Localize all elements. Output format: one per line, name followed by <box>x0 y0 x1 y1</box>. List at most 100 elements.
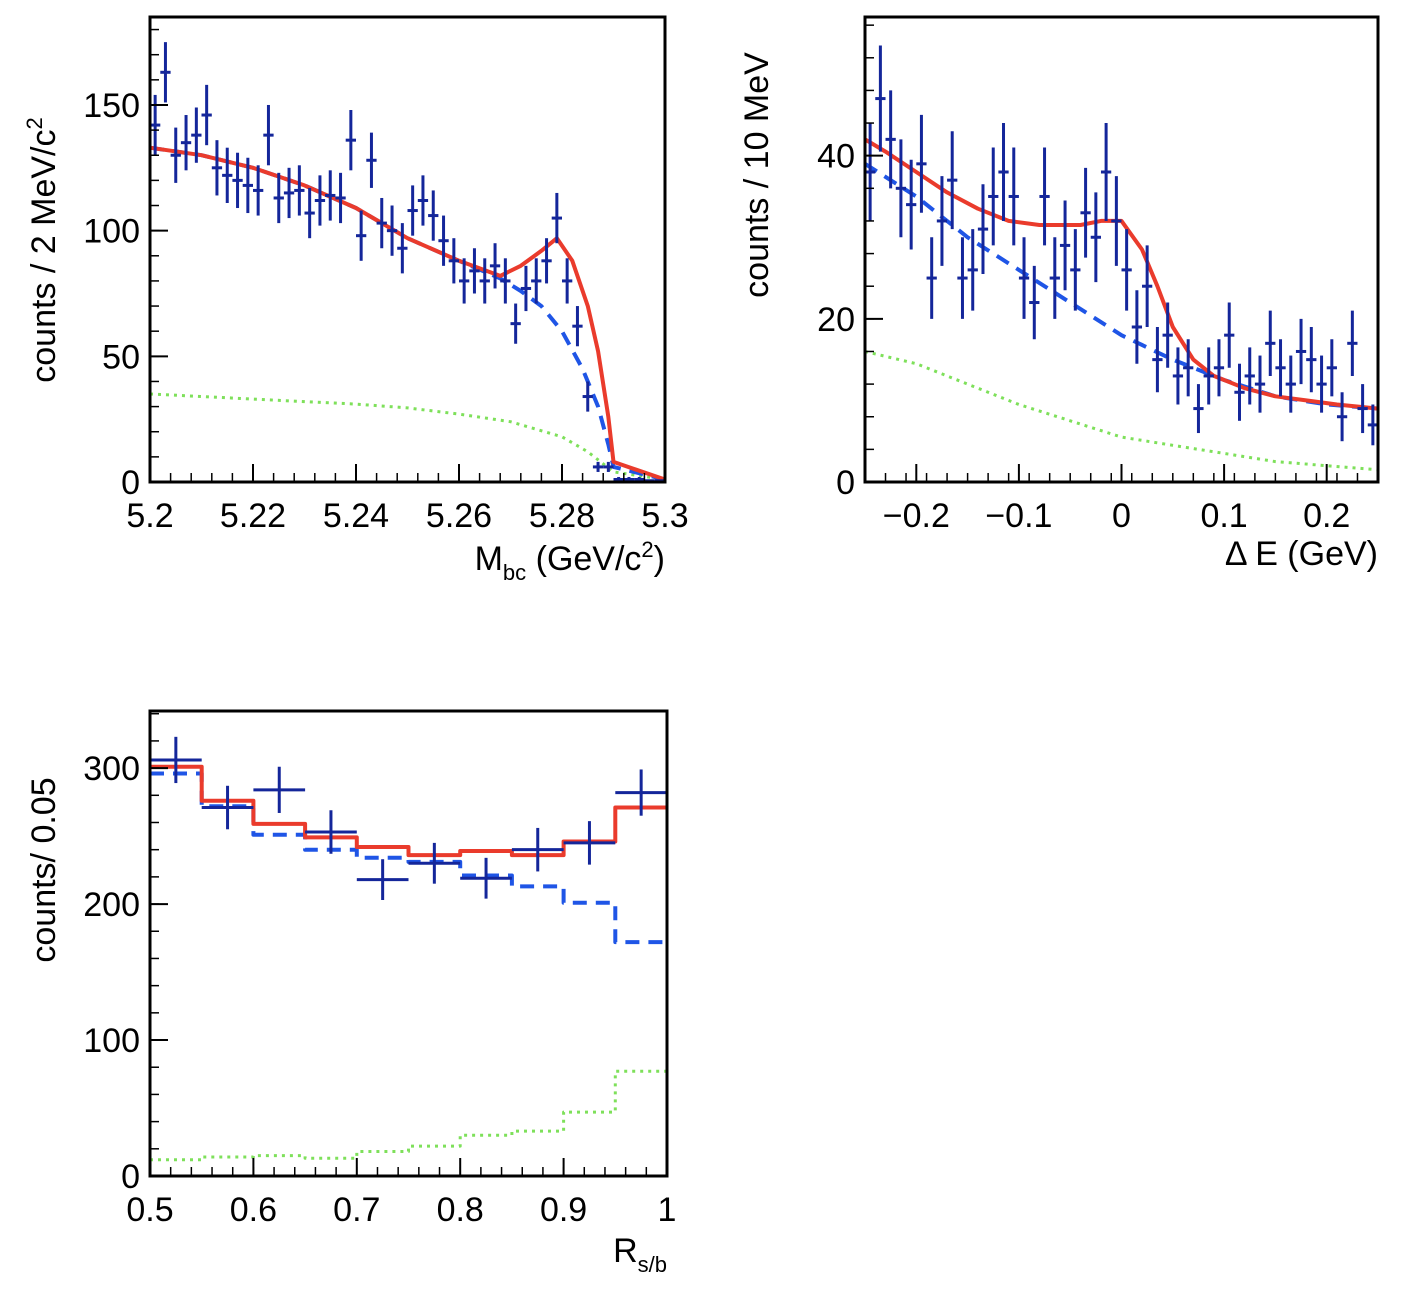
mbc-background-fit-line <box>149 145 666 482</box>
mbc-data-point <box>366 132 377 188</box>
mbc-data-point <box>325 170 336 221</box>
de-data-point <box>1203 347 1214 405</box>
mbc-data-point <box>201 84 212 146</box>
mbc-y-axis-label-sup: 2 <box>22 117 47 129</box>
de-data-point <box>885 90 896 189</box>
rsb-x-tick-label: 0.7 <box>333 1191 380 1229</box>
de-data-point <box>967 229 978 311</box>
mbc-data-point <box>263 104 274 166</box>
mbc-data-point <box>603 461 614 472</box>
mbc-x-axis-label-sub: bc <box>503 560 526 585</box>
de-plot-frame <box>863 15 1380 484</box>
panel-mbc: 5.2 5.22 5.24 5.26 5.28 5.3 0 50 100 150 counts /… <box>22 15 689 585</box>
de-data-point <box>1265 310 1276 376</box>
mbc-x-tick-label: 5.22 <box>220 497 286 535</box>
de-data-point <box>1070 229 1081 311</box>
de-x-tick-label: 0.1 <box>1200 497 1247 535</box>
rsb-x-axis-label-sub: s/b <box>638 1252 667 1277</box>
de-data-point <box>1162 302 1173 368</box>
de-x-tick-label: −0.1 <box>985 497 1052 535</box>
de-data-point <box>1111 176 1122 266</box>
mbc-data-point <box>160 42 171 103</box>
de-data-point <box>926 237 937 319</box>
de-data-point <box>1008 147 1019 246</box>
rsb-data-point <box>460 857 512 899</box>
mbc-fit-curves <box>149 145 666 482</box>
de-data-point <box>1295 318 1307 385</box>
de-data-point <box>1244 347 1255 405</box>
rsb-y-tick-label: 100 <box>83 1022 140 1060</box>
mbc-y-tick-label: 100 <box>83 213 140 251</box>
de-data-point <box>1049 237 1060 319</box>
mbc-data-point <box>273 172 284 224</box>
de-x-tick-label: 0 <box>1112 497 1131 535</box>
mbc-data-point <box>541 238 552 284</box>
de-x-axis-label: Δ E (GeV) <box>1225 535 1378 573</box>
de-data-point <box>1018 237 1030 319</box>
rsb-secondary-component-line <box>150 1069 667 1162</box>
mbc-data-point <box>242 157 253 214</box>
mbc-data-point <box>438 215 449 266</box>
de-data-point <box>1316 355 1327 413</box>
de-data-points <box>865 45 1378 446</box>
mbc-data-point <box>551 192 562 244</box>
de-data-point <box>1039 147 1050 246</box>
de-data-point <box>1131 290 1143 364</box>
mbc-data-point <box>417 175 429 226</box>
de-data-point <box>1234 363 1245 421</box>
de-data-point <box>865 123 876 221</box>
de-secondary-component-line <box>864 350 1379 472</box>
mbc-y-tick-label: 150 <box>83 87 140 125</box>
rsb-data-point <box>305 810 357 854</box>
de-x-tick-label: 0.2 <box>1303 497 1350 535</box>
rsb-axis-ticks: 0.5 0.6 0.7 0.8 0.9 1 0 100 200 300 <box>83 712 677 1229</box>
mbc-x-tick-label: 5.3 <box>641 497 688 535</box>
rsb-x-axis-label: Rs/b <box>613 1232 667 1277</box>
de-data-point <box>916 114 927 213</box>
de-data-point <box>947 131 958 230</box>
rsb-data-point <box>253 766 306 813</box>
mbc-data-point <box>489 243 501 289</box>
de-y-tick-label: 40 <box>817 138 855 176</box>
rsb-y-tick-label: 200 <box>83 886 140 924</box>
rsb-data-point <box>150 736 202 784</box>
mbc-x-tick-label: 5.28 <box>529 497 595 535</box>
mbc-data-point <box>562 258 573 304</box>
mbc-data-point <box>520 265 532 312</box>
rsb-data-point <box>563 821 616 865</box>
de-data-point <box>1029 265 1040 340</box>
rsb-y-axis-label: counts/ 0.05 <box>25 777 63 962</box>
mbc-data-point <box>479 258 490 304</box>
de-data-point <box>1326 339 1337 397</box>
rsb-x-tick-label: 0.5 <box>126 1191 173 1229</box>
de-data-point <box>1254 355 1266 413</box>
mbc-y-tick-label: 0 <box>121 464 140 502</box>
de-data-point <box>1213 339 1225 397</box>
de-data-point <box>988 147 999 246</box>
mbc-data-point <box>376 197 387 249</box>
de-data-point <box>1224 302 1235 368</box>
mbc-data-point <box>572 306 583 347</box>
rsb-data-point <box>201 785 254 830</box>
mbc-data-point <box>582 381 593 412</box>
rsb-data-point <box>408 842 461 884</box>
de-data-point <box>998 123 1009 221</box>
mbc-axis-ticks: 5.2 5.22 5.24 5.26 5.28 5.3 0 50 100 150 <box>83 28 689 535</box>
rsb-data-points <box>150 736 667 900</box>
rsb-data-point <box>356 859 409 900</box>
mbc-x-tick-label: 5.26 <box>426 497 492 535</box>
de-data-point <box>1080 167 1091 258</box>
de-y-axis-label: counts / 10 MeV <box>738 52 776 298</box>
mbc-data-point <box>304 187 315 239</box>
mbc-data-point <box>345 110 356 171</box>
mbc-data-point <box>428 190 439 241</box>
rsb-x-tick-label: 1 <box>658 1191 677 1229</box>
de-data-point <box>1100 123 1112 221</box>
mbc-data-point <box>283 167 295 219</box>
mbc-plot-frame <box>148 15 667 484</box>
de-data-point <box>977 184 989 274</box>
de-data-point <box>895 139 907 238</box>
mbc-data-point <box>592 461 604 472</box>
